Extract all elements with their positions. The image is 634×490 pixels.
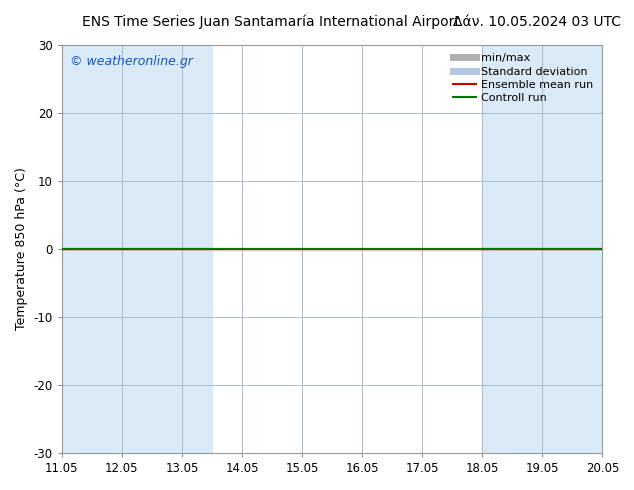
Text: © weatheronline.gr: © weatheronline.gr [70, 55, 193, 68]
Bar [482, 45, 602, 453]
Text: ENS Time Series Juan Santamaría International Airport: ENS Time Series Juan Santamaría Internat… [82, 15, 460, 29]
Bar [62, 45, 212, 453]
Y-axis label: Temperature 850 hPa (°C): Temperature 850 hPa (°C) [15, 167, 28, 330]
Text: Δάν. 10.05.2024 03 UTC: Δάν. 10.05.2024 03 UTC [453, 15, 621, 29]
Legend: min/max, Standard deviation, Ensemble mean run, Controll run: min/max, Standard deviation, Ensemble me… [450, 50, 597, 107]
